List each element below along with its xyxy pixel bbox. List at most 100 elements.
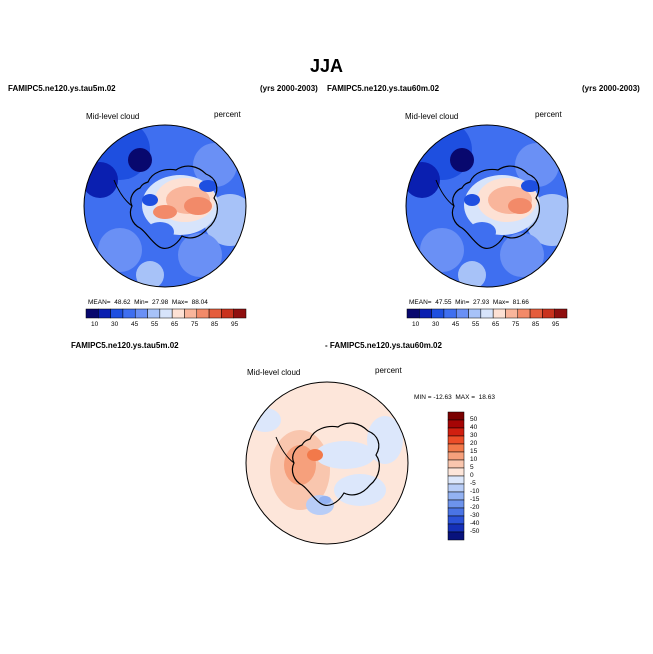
panel1-colorbar-label: 10 [91,321,99,328]
panel1-colorbar-box [98,308,111,319]
difference-colorbar-label: 10 [470,456,478,463]
panel2-colorbar-box [480,308,494,319]
difference-colorbar-label: 0 [470,472,474,479]
panel2-map-border [405,124,569,288]
panel1-colorbar-box [147,308,161,319]
difference-colorbar-label: -30 [470,512,480,519]
panel1-colorbar-box [85,308,99,319]
difference-colorbar-label: -10 [470,488,480,495]
difference-colorbar-label: -15 [470,496,480,503]
panel1-colorbar-label: 65 [171,321,179,328]
panel2-years: (yrs 2000-2003) [582,84,640,93]
difference-colorbar-box [447,419,465,429]
panel2-variable-label: Mid-level cloud [405,112,459,121]
page-title: JJA [309,56,344,76]
panel2-mean: 47.55 [435,299,452,306]
panel2-colorbar-label: 85 [532,321,540,328]
panel2-colorbar-box [406,308,420,319]
difference-colorbar-box [447,491,465,501]
difference-colorbar-label: 5 [470,464,474,471]
panel2-colorbar-label: 55 [472,321,480,328]
panel1-colorbar-label: 45 [131,321,139,328]
panel1-colorbar-label: 85 [211,321,219,328]
difference-colorbar-label: -40 [470,520,480,527]
difference-colorbar-labels: 50 40 30 20 15 10 5 0 -5 -10 -15 -20 -30 -40 -50 [470,412,510,542]
panel2-colorbar-box [431,308,445,319]
panel2-colorbar-box [492,308,506,319]
difference-case-b: - FAMIPC5.ne120.ys.tau60m.02 [325,341,442,350]
panel1-colorbar-label: 95 [231,321,239,328]
panel2-colorbar-label: 95 [552,321,560,328]
difference-colorbar-label: 50 [470,416,478,423]
panel1-colorbar-box [233,308,247,319]
panel2-colorbar-label: 75 [512,321,520,328]
panel1-colorbar-box [221,308,234,319]
difference-colorbar-box [447,427,465,437]
difference-colorbar-box [447,507,465,517]
panel2-min: 27.93 [473,299,490,306]
difference-field [246,382,408,544]
panel2-max: 81.66 [512,299,529,306]
panel2-colorbar-box [517,308,531,319]
panel2-colorbar-box [554,308,568,319]
panel2-coastline [451,165,540,249]
difference-colorbar-box [447,435,465,445]
difference-colorbar [447,411,465,541]
difference-colorbar-box [447,443,465,453]
difference-colorbar-box [447,523,465,533]
panel1-colorbar-label: 75 [191,321,199,328]
panel2-colorbar-label: 45 [452,321,460,328]
panel1-colorbar-box [134,308,148,319]
panel1-colorbar-box [208,308,222,319]
difference-colorbar-box [447,499,465,509]
panel2-colorbar-box [443,308,457,319]
panel2-colorbar-box [529,308,543,319]
difference-colorbar-label: 15 [470,448,478,455]
panel1-colorbar-box [110,308,124,319]
difference-colorbar-label: -5 [470,480,476,487]
panel2-field [406,125,568,287]
difference-colorbar-box [447,483,465,493]
difference-minmax: MIN = -12.63 MAX = 18.63 [414,394,495,401]
difference-map-border [245,381,409,545]
difference-units-label: percent [375,366,402,375]
panel2-colorbar-label: 30 [432,321,440,328]
difference-colorbar-box [447,459,465,469]
panel2-colorbar-box [505,308,519,319]
difference-colorbar-box [447,451,465,461]
panel2-colorbar-box [542,308,555,319]
panel1-colorbar-box [171,308,185,319]
panel2-colorbar [406,308,568,319]
panel1-field [84,125,246,287]
panel1-colorbar-box [159,308,173,319]
panel1-colorbar-label: 55 [151,321,159,328]
panel1-colorbar [85,308,247,319]
difference-colorbar-label: 40 [470,424,478,431]
panel1-coastline [129,165,218,249]
difference-colorbar-box [447,475,465,485]
panel1-colorbar-labels: 10 30 45 55 65 75 85 95 [86,321,246,331]
difference-case-a: FAMIPC5.ne120.ys.tau5m.02 [71,341,179,350]
panel2-colorbar-box [468,308,482,319]
panel2-stats: MEAN= 47.55 Min= 27.93 Max= 81.66 [409,299,529,306]
difference-colorbar-label: -20 [470,504,480,511]
difference-colorbar-label: 20 [470,440,478,447]
difference-coastline [291,422,380,506]
difference-colorbar-label: 30 [470,432,478,439]
difference-colorbar-box [447,411,465,421]
panel2-colorbar-labels: 10 30 45 55 65 75 85 95 [407,321,567,331]
panel1-colorbar-label: 30 [111,321,119,328]
difference-colorbar-box [447,531,465,541]
difference-colorbar-box [447,467,465,477]
panel1-units-label: percent [214,110,241,119]
panel1-variable-label: Mid-level cloud [86,112,140,121]
panel1-max: 88.04 [191,299,208,306]
panel1-years: (yrs 2000-2003) [260,84,318,93]
panel1-min: 27.98 [152,299,169,306]
panel2-colorbar-box [455,308,469,319]
difference-variable-label: Mid-level cloud [247,368,301,377]
panel1-colorbar-box [122,308,136,319]
panel2-colorbar-box [419,308,432,319]
panel2-case-name: FAMIPC5.ne120.ys.tau60m.02 [327,84,440,93]
difference-colorbar-box [447,515,465,525]
